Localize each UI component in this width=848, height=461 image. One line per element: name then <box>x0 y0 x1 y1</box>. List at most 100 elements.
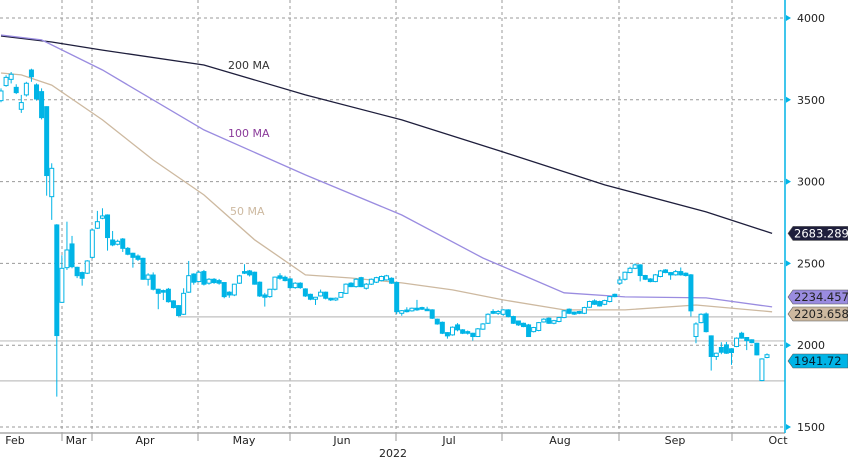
candle <box>358 276 364 288</box>
candle-body <box>424 308 430 312</box>
candle-body <box>627 267 633 274</box>
candle-body <box>3 76 9 87</box>
candle-body <box>313 296 319 300</box>
candle-body <box>470 332 476 338</box>
candle-body <box>186 275 192 293</box>
candle-body <box>328 297 334 301</box>
candle-body <box>18 102 24 110</box>
candle <box>176 305 182 317</box>
candle <box>348 282 354 288</box>
candle <box>64 221 70 270</box>
candle <box>546 317 552 324</box>
candle-body <box>353 278 359 288</box>
candle-body <box>597 301 603 307</box>
candle-body <box>64 249 70 269</box>
candle-body <box>419 307 425 310</box>
candle <box>231 283 237 297</box>
candle-body <box>449 326 455 336</box>
candle <box>115 239 121 246</box>
candle <box>257 281 263 297</box>
candle <box>465 330 471 335</box>
x-tick-label: Mar <box>66 434 87 447</box>
candle-body <box>69 243 75 268</box>
candle <box>531 326 537 333</box>
candle <box>160 289 166 301</box>
candle-body <box>84 260 90 274</box>
candle-body <box>99 215 105 219</box>
candle-body <box>754 342 760 356</box>
ma-line-100-ma <box>0 34 773 308</box>
y-tick-label: 2500 <box>797 257 825 270</box>
candle <box>99 208 105 220</box>
candle <box>18 94 24 113</box>
candle <box>576 310 582 315</box>
candle-body <box>571 311 577 315</box>
candle <box>191 273 197 285</box>
candle-body <box>622 271 628 280</box>
candle <box>490 309 496 315</box>
candle-body <box>541 318 547 323</box>
candle-body <box>531 327 537 333</box>
candle-body <box>236 275 242 284</box>
candle <box>764 353 770 359</box>
x-tick-label: May <box>233 434 256 447</box>
y-tick-marker <box>786 260 791 267</box>
candle <box>333 297 339 302</box>
ma-label-100: 100 MA <box>228 127 270 140</box>
candle <box>196 270 202 283</box>
candle <box>135 254 141 261</box>
candle <box>69 235 75 269</box>
candle-body <box>221 282 227 298</box>
candle <box>34 83 40 101</box>
candle-body <box>652 274 658 283</box>
candle-body <box>94 221 100 229</box>
candle <box>718 342 724 355</box>
y-tick-marker <box>786 15 791 21</box>
candle <box>363 283 369 290</box>
candle-body <box>764 354 770 358</box>
candle <box>678 267 684 276</box>
label-200-ma-box <box>787 226 848 241</box>
candle-body <box>378 275 384 282</box>
candle <box>744 337 750 351</box>
candle-body <box>434 318 440 325</box>
y-tick-label: 1500 <box>797 421 825 434</box>
y-tick-marker <box>786 178 791 185</box>
candle <box>470 332 476 341</box>
candle <box>414 299 420 311</box>
label-50-ma-text: 2203.6582 <box>794 307 848 321</box>
candle <box>586 300 592 308</box>
candle-body <box>647 278 653 283</box>
candle <box>394 281 400 315</box>
candle <box>495 310 501 315</box>
candle-body <box>723 344 729 354</box>
candle <box>627 266 633 274</box>
candle-body <box>247 270 253 276</box>
candle <box>556 316 562 323</box>
candle <box>3 75 9 87</box>
candle <box>89 229 95 259</box>
candle-body <box>13 86 19 94</box>
label-100-ma-text: 2234.4573 <box>794 290 848 304</box>
candle <box>155 288 161 310</box>
candle <box>318 289 324 297</box>
ma-line-50-ma <box>0 72 773 313</box>
x-tick-label: Jul <box>441 434 455 447</box>
candle <box>663 269 669 274</box>
candle-body <box>632 264 638 269</box>
candle-body <box>521 322 527 328</box>
y-tick-marker <box>786 96 791 103</box>
candle-body <box>617 279 623 284</box>
candle-body <box>181 292 187 315</box>
candle-body <box>576 310 582 314</box>
candle <box>759 358 765 382</box>
candle <box>28 68 34 82</box>
candle <box>592 299 598 305</box>
candle-body <box>338 292 344 298</box>
label-last-price-text: 1941.72 <box>794 354 842 368</box>
candle-body <box>196 271 202 283</box>
candle <box>44 106 50 196</box>
candle <box>505 309 511 318</box>
candle-body <box>145 274 151 280</box>
